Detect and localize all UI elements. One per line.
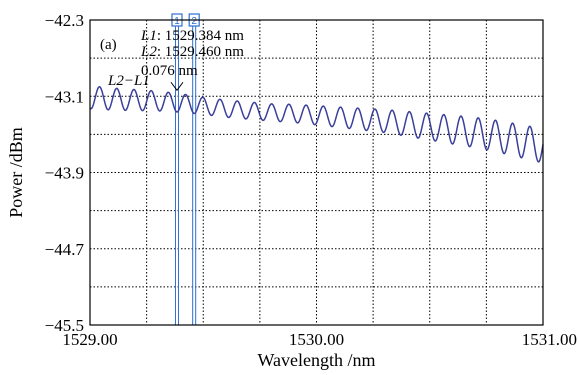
tick-labels: 1529.00 1530.00 1531.00 −45.5 −44.7 −43.9 −43.… bbox=[45, 11, 577, 349]
y-tick-label: −43.1 bbox=[45, 87, 84, 106]
y-tick-label: −43.9 bbox=[45, 164, 84, 183]
marker-l1-value: : 1529.384 nm bbox=[157, 28, 244, 44]
y-tick-label: −44.7 bbox=[45, 240, 85, 259]
delta-value: 0.076 nm bbox=[141, 63, 198, 79]
marker-flag-number: 2 bbox=[191, 16, 197, 27]
marker-l1-readout: L1: 1529.384 nm bbox=[140, 28, 244, 44]
x-axis-label: Wavelength /nm bbox=[257, 350, 375, 370]
x-tick-label: 1531.00 bbox=[522, 330, 577, 349]
y-axis-label: Power /dBm bbox=[6, 127, 26, 218]
x-tick-label: 1529.00 bbox=[62, 330, 117, 349]
plot-frame bbox=[89, 19, 544, 326]
marker-l2-value: : 1529.460 nm bbox=[157, 44, 244, 60]
y-tick-label: −45.5 bbox=[45, 316, 84, 335]
marker-l1-name: L1 bbox=[140, 28, 157, 44]
marker-flag-number: 1 bbox=[174, 16, 180, 27]
marker-l2-name: L2 bbox=[140, 44, 157, 60]
series-layer bbox=[89, 86, 544, 163]
marker-l2-readout: L2: 1529.460 nm bbox=[140, 44, 244, 60]
delta-label: L2−L1 bbox=[107, 73, 150, 89]
x-tick-label: 1530.00 bbox=[289, 330, 344, 349]
panel-label: (a) bbox=[100, 37, 117, 53]
y-tick-label: −42.3 bbox=[45, 11, 84, 30]
delta-arrow-icon bbox=[170, 81, 184, 92]
spectrum-trace bbox=[89, 86, 544, 163]
